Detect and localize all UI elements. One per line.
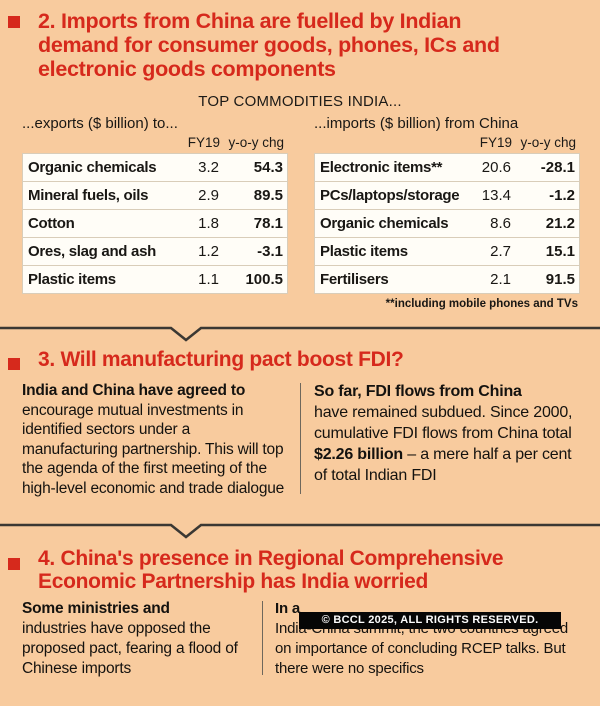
exports-table-title: ...exports ($ billion) to... <box>22 115 178 132</box>
down-chevron-icon <box>0 326 600 342</box>
column-header-fy19: FY19 <box>479 135 512 150</box>
section-3-heading: 3. Will manufacturing pact boost FDI? <box>38 348 404 371</box>
yoy-change-value: 89.5 <box>253 187 283 204</box>
section-3-left-paragraph: India and China have agreed to encourage … <box>22 381 300 498</box>
commodity-label: Fertilisers <box>320 271 389 288</box>
fy19-value: 3.2 <box>198 159 219 176</box>
table-row: Electronic items** 20.6 -28.1 <box>315 154 579 182</box>
imports-table-title: ...imports ($ billion) from China <box>314 115 519 132</box>
commodity-label: Cotton <box>28 215 75 232</box>
exports-table-body: Organic chemicals 3.2 54.3 Mineral fuels… <box>22 153 288 294</box>
commodity-label: Ores, slag and ash <box>28 243 156 260</box>
yoy-change-value: -1.2 <box>549 187 575 204</box>
paragraph-lead: In a <box>275 600 301 617</box>
commodity-label: Electronic items** <box>320 159 443 176</box>
column-header-yoy-chg: y-o-y chg <box>520 135 576 150</box>
paragraph-body: industries have opposed the proposed pac… <box>22 620 238 677</box>
fy19-value: 1.2 <box>198 243 219 260</box>
table-row: Mineral fuels, oils 2.9 89.5 <box>23 182 287 210</box>
yoy-change-value: -28.1 <box>540 159 575 176</box>
section-3-right-paragraph: So far, FDI flows from China have remaine… <box>301 381 580 498</box>
yoy-change-value: 78.1 <box>253 215 283 232</box>
section-2-heading: 2. Imports from China are fuelled by Ind… <box>38 9 500 81</box>
fy19-value: 13.4 <box>481 187 511 204</box>
section-imports-from-china: 2. Imports from China are fuelled by Ind… <box>0 9 600 311</box>
section-manufacturing-pact-fdi: 3. Will manufacturing pact boost FDI? In… <box>0 348 600 498</box>
commodity-label: Mineral fuels, oils <box>28 187 149 204</box>
yoy-change-value: 91.5 <box>545 271 575 288</box>
highlight-value: $2.26 billion <box>314 446 403 463</box>
commodity-label: Organic chemicals <box>28 159 157 176</box>
section-4-right-paragraph: In aIndia-China summit, the two countrie… <box>263 599 580 679</box>
vertical-divider <box>262 601 263 675</box>
commodity-label: Plastic items <box>320 243 408 260</box>
yoy-change-value: 54.3 <box>253 159 283 176</box>
table-footnote: **including mobile phones and TVs <box>385 298 578 310</box>
yoy-change-value: 21.2 <box>545 215 575 232</box>
fy19-value: 8.6 <box>490 215 511 232</box>
fy19-value: 1.8 <box>198 215 219 232</box>
red-square-bullet <box>8 16 20 28</box>
fy19-value: 2.7 <box>490 243 511 260</box>
table-row: Plastic items 2.7 15.1 <box>315 238 579 266</box>
section-4-left-paragraph: Some ministries and industries have oppos… <box>22 599 262 679</box>
paragraph-lead: India and China have agreed to <box>22 382 246 399</box>
table-row: Fertilisers 2.1 91.5 <box>315 266 579 294</box>
column-header-yoy-chg: y-o-y chg <box>228 135 284 150</box>
section-3-columns: India and China have agreed to encourage … <box>22 381 580 498</box>
yoy-change-value: 100.5 <box>245 271 283 288</box>
section-divider <box>0 523 600 539</box>
table-row: PCs/laptops/storage 13.4 -1.2 <box>315 182 579 210</box>
commodity-label: PCs/laptops/storage <box>320 187 460 204</box>
paragraph-body: encourage mutual investments in identifi… <box>22 401 285 497</box>
yoy-change-value: -3.1 <box>257 243 283 260</box>
imports-table-header: FY19 y-o-y chg <box>314 133 580 153</box>
table-row: Cotton 1.8 78.1 <box>23 210 287 238</box>
paragraph-lead: So far, FDI flows from China <box>314 383 522 400</box>
table-row: Organic chemicals 3.2 54.3 <box>23 154 287 182</box>
imports-table: ...imports ($ billion) from China FY19 y… <box>314 115 580 294</box>
column-header-fy19: FY19 <box>187 135 220 150</box>
fy19-value: 2.1 <box>490 271 511 288</box>
down-chevron-icon <box>0 523 600 539</box>
paragraph-lead: Some ministries and <box>22 600 170 617</box>
exports-table: ...exports ($ billion) to... FY19 y-o-y … <box>22 115 288 294</box>
commodity-label: Organic chemicals <box>320 215 449 232</box>
fy19-value: 2.9 <box>198 187 219 204</box>
exports-table-header: FY19 y-o-y chg <box>22 133 288 153</box>
yoy-change-value: 15.1 <box>545 243 575 260</box>
tables-caption: TOP COMMODITIES INDIA... <box>198 93 402 110</box>
copyright-watermark: © BCCL 2025, ALL RIGHTS RESERVED. <box>299 612 561 629</box>
vertical-divider <box>300 383 301 494</box>
red-square-bullet <box>8 358 20 370</box>
red-square-bullet <box>8 558 20 570</box>
commodities-tables: ...exports ($ billion) to... FY19 y-o-y … <box>22 115 580 294</box>
paragraph-body: have remained subdued. Since 2000, cumul… <box>314 404 573 442</box>
fy19-value: 1.1 <box>198 271 219 288</box>
fy19-value: 20.6 <box>481 159 511 176</box>
table-row: Plastic items 1.1 100.5 <box>23 266 287 294</box>
paragraph-body: – a mere half a per cent of total Indian… <box>314 446 572 484</box>
commodity-label: Plastic items <box>28 271 116 288</box>
section-4-heading: 4. China's presence in Regional Comprehe… <box>38 547 504 593</box>
section-4-columns: Some ministries and industries have oppos… <box>22 599 580 679</box>
imports-table-body: Electronic items** 20.6 -28.1 PCs/laptop… <box>314 153 580 294</box>
table-row: Ores, slag and ash 1.2 -3.1 <box>23 238 287 266</box>
section-divider <box>0 326 600 342</box>
table-row: Organic chemicals 8.6 21.2 <box>315 210 579 238</box>
